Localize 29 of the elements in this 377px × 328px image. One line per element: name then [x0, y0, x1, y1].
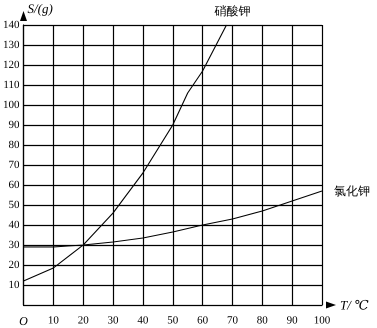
x-tick-label: 30: [108, 314, 120, 326]
y-tick-label: 120: [3, 59, 20, 71]
x-tick-label: 80: [256, 314, 268, 326]
x-tick-label: 90: [286, 314, 298, 326]
x-tick-label: 50: [167, 314, 179, 326]
y-tick-label: 80: [8, 139, 20, 151]
x-tick-label: 40: [137, 314, 149, 326]
x-tick-label: 100: [314, 314, 331, 326]
x-tick-label: 60: [197, 314, 209, 326]
y-tick-label: 30: [8, 239, 20, 251]
y-tick-label: 130: [3, 39, 20, 51]
y-tick-label: 110: [3, 79, 20, 91]
x-tick-label: 10: [48, 314, 60, 326]
y-tick-label: 140: [3, 19, 20, 31]
y-tick-label: 40: [8, 219, 20, 231]
y-axis-title: S/(g): [28, 1, 53, 16]
x-axis-title: T/ ℃: [340, 298, 370, 312]
y-tick-label: 50: [8, 199, 20, 211]
y-tick-label: 60: [8, 179, 20, 191]
x-tick-label: O: [19, 314, 28, 328]
series-label: 硝酸钾: [213, 4, 250, 18]
x-tick-label: 20: [78, 314, 90, 326]
y-tick-label: 100: [3, 99, 20, 111]
x-tick-label: 70: [226, 314, 238, 326]
series-label: 氯化钾: [334, 184, 370, 198]
y-tick-label: 70: [8, 159, 20, 171]
y-tick-label: 20: [8, 259, 20, 271]
y-tick-label: 90: [8, 119, 20, 131]
y-tick-label: 10: [8, 279, 20, 291]
